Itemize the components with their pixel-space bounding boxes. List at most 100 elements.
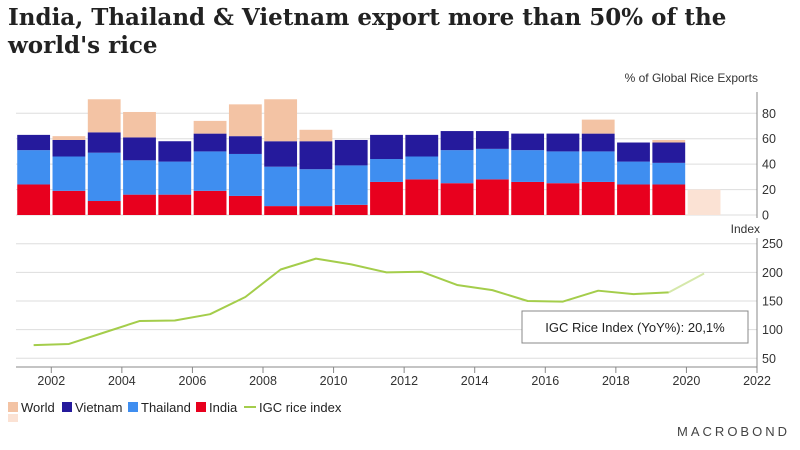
line-y-tick-label: 150 — [762, 295, 783, 309]
line-y-axis-label: Index — [731, 222, 760, 236]
bar-world — [581, 119, 615, 134]
bar-vietnam — [264, 141, 298, 167]
bar-world — [123, 111, 156, 138]
bar-vietnam — [652, 142, 686, 163]
bar-thailand — [475, 148, 509, 180]
x-tick-label: 2008 — [249, 374, 277, 388]
bar-vietnam — [475, 131, 509, 149]
bar-y-tick-label: 60 — [762, 132, 776, 146]
line-y-tick-label: 200 — [762, 266, 783, 280]
bar-vietnam — [52, 139, 86, 157]
bar-india — [334, 204, 368, 215]
igc-annotation-box: IGC Rice Index (YoY%): 20,1% — [521, 310, 749, 344]
bar-vietnam — [17, 134, 51, 151]
bars-layer — [17, 99, 721, 215]
bar-india — [440, 183, 474, 215]
bar-world — [193, 120, 227, 134]
bar-india — [581, 181, 615, 215]
igc-annotation-frame — [521, 310, 749, 344]
bar-vietnam — [581, 133, 615, 152]
bar-world — [264, 99, 298, 142]
bar-vietnam — [299, 141, 333, 170]
bar-vietnam — [158, 141, 192, 162]
x-tick-label: 2016 — [531, 374, 559, 388]
bar-thailand — [87, 152, 121, 202]
bar-india — [228, 195, 262, 215]
legend-label: India — [209, 400, 238, 415]
brand-logo: MACROBOND — [677, 424, 790, 439]
bar-thailand — [581, 151, 615, 182]
bar-thailand — [158, 161, 192, 195]
bar-india — [123, 194, 156, 215]
bar-y-tick-label: 80 — [762, 107, 776, 121]
bar-thailand — [334, 165, 368, 205]
bar-world — [228, 104, 262, 137]
bar-vietnam — [405, 134, 439, 157]
bar-india — [370, 181, 403, 215]
x-tick-label: 2014 — [461, 374, 489, 388]
bar-y-tick-label: 0 — [762, 209, 769, 223]
bar-india — [405, 179, 439, 215]
bar-vietnam — [334, 139, 368, 166]
bar-thailand — [193, 151, 227, 191]
legend-swatch-india — [196, 402, 206, 412]
x-tick-label: 2018 — [602, 374, 630, 388]
legend-label: Thailand — [141, 400, 191, 415]
bar-thailand — [617, 161, 650, 185]
bar-vietnam — [511, 133, 545, 151]
x-tick-label: 2002 — [37, 374, 65, 388]
legend-swatch-thailand — [128, 402, 138, 412]
axis-layer: 0 20 40 60 80 50 100 150 200 250 2002 2004 2006 2008 2… — [16, 92, 783, 388]
legend-swatch-world-forecast — [8, 414, 18, 422]
bar-thailand — [511, 150, 545, 182]
line-y-tick-label: 250 — [762, 237, 783, 251]
legend-swatch-world — [8, 402, 18, 412]
bar-world — [87, 99, 121, 133]
x-tick-label: 2010 — [320, 374, 348, 388]
x-tick-label: 2006 — [179, 374, 207, 388]
bar-thailand — [652, 162, 686, 185]
bar-thailand — [440, 150, 474, 184]
bar-thailand — [546, 151, 580, 184]
bar-world — [652, 139, 686, 143]
bar-thailand — [370, 159, 403, 182]
legend-label: World — [21, 400, 55, 415]
legend-label: IGC rice index — [259, 400, 342, 415]
bar-thailand — [52, 156, 86, 191]
bar-vietnam — [123, 137, 156, 161]
bar-y-axis-label: % of Global Rice Exports — [625, 71, 758, 85]
bar-thailand — [299, 169, 333, 207]
bar-india — [264, 206, 298, 215]
bar-thailand — [228, 153, 262, 196]
x-tick-label: 2004 — [108, 374, 136, 388]
line-layer — [33, 257, 705, 347]
bar-india — [652, 184, 686, 215]
bar-india — [511, 181, 545, 215]
bar-india — [617, 184, 650, 215]
bar-world — [299, 129, 333, 142]
legend-label: Vietnam — [75, 400, 122, 415]
bar-india — [17, 184, 51, 215]
bar-india — [87, 201, 121, 215]
igc-line-forecast — [668, 272, 705, 294]
line-y-tick-label: 100 — [762, 323, 783, 337]
chart-title: India, Thailand & Vietnam export more th… — [8, 4, 727, 59]
bar-vietnam — [440, 131, 474, 151]
bar-india — [546, 183, 580, 215]
x-tick-label: 2022 — [743, 374, 771, 388]
bar-world — [687, 189, 721, 215]
legend: World Vietnam Thailand India IGC rice index — [8, 400, 342, 422]
bar-thailand — [17, 150, 51, 185]
bar-thailand — [123, 160, 156, 195]
bar-india — [52, 190, 86, 215]
bar-vietnam — [193, 133, 227, 152]
bar-india — [475, 179, 509, 215]
bar-thailand — [264, 166, 298, 207]
bar-india — [193, 190, 227, 215]
bar-y-tick-label: 40 — [762, 158, 776, 172]
bar-vietnam — [617, 142, 650, 162]
bar-world — [52, 136, 86, 140]
bar-vietnam — [546, 133, 580, 152]
bar-vietnam — [370, 134, 403, 160]
